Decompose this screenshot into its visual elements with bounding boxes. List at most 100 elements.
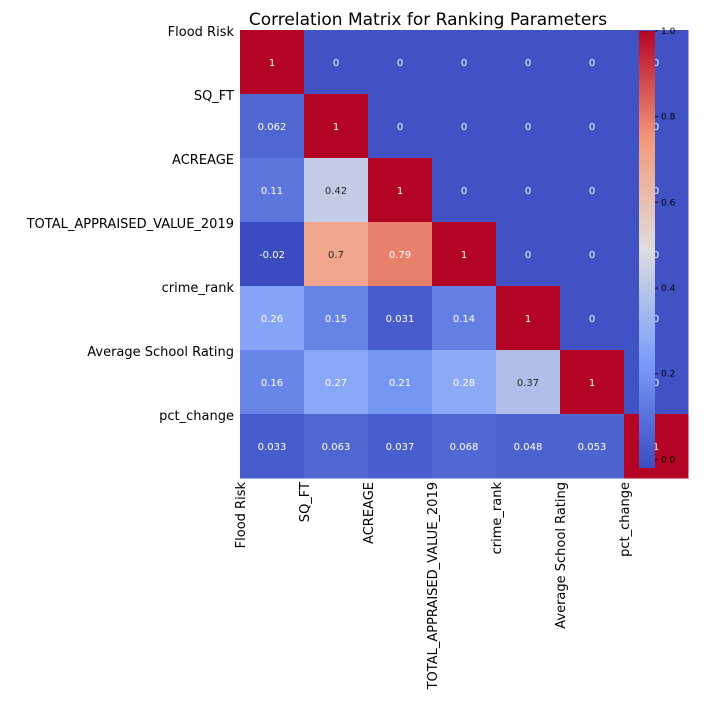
x-tick-label: pct_change <box>618 482 633 557</box>
heatmap-cell <box>368 286 433 351</box>
cell-value-label: 0.14 <box>453 314 475 325</box>
heatmap-cell <box>432 222 497 287</box>
heatmap-cell <box>368 350 433 415</box>
cell-value-label: 0 <box>589 122 595 133</box>
cell-value-label: 0 <box>589 250 595 261</box>
heatmap-cell <box>240 30 305 95</box>
heatmap-cell <box>304 94 369 159</box>
x-tick-labels: Flood Risk SQ_FT ACREAGE TOTAL_APPRAISED_VA… <box>234 482 633 691</box>
heatmap-cell <box>496 286 561 351</box>
cell-value-label: 0 <box>525 250 531 261</box>
heatmap-cell <box>240 350 305 415</box>
heatmap-cell <box>624 94 689 159</box>
heatmap-cell <box>560 414 625 479</box>
cell-value-label: 0.42 <box>325 186 347 197</box>
heatmap-cell <box>496 30 561 95</box>
y-tick-label: ACREAGE <box>172 153 234 168</box>
colorbar-tick-label: 0.6 <box>661 198 676 208</box>
colorbar-tick-label: 0.4 <box>661 284 676 294</box>
cell-value-label: 0 <box>333 58 339 69</box>
cell-value-label: 0.15 <box>325 314 347 325</box>
cell-value-label: 0 <box>589 314 595 325</box>
heatmap-cell <box>496 222 561 287</box>
cell-value-label: 0.28 <box>453 378 475 389</box>
colorbar-tick-label: 0.0 <box>661 455 676 465</box>
colorbar-tick-label: 0.8 <box>661 113 676 123</box>
cell-value-label: 0 <box>653 250 659 261</box>
heatmap-cell <box>304 158 369 223</box>
cell-value-label: 0 <box>461 58 467 69</box>
cell-value-label: 0.048 <box>514 442 543 453</box>
cell-value-label: 0 <box>525 122 531 133</box>
heatmap-cell <box>624 350 689 415</box>
cell-value-label: 0.11 <box>261 186 283 197</box>
heatmap-cell <box>560 286 625 351</box>
heatmap-cell <box>368 222 433 287</box>
cell-value-label: 0.27 <box>325 378 347 389</box>
heatmap-cell <box>304 350 369 415</box>
cell-value-label: 0 <box>397 58 403 69</box>
y-tick-label: pct_change <box>159 409 234 424</box>
cell-value-label: 0 <box>525 58 531 69</box>
cell-value-label: 0 <box>653 378 659 389</box>
heatmap-cell <box>496 158 561 223</box>
cell-value-label: 1 <box>653 442 659 453</box>
heatmap-cell <box>304 30 369 95</box>
cell-value-label: 0.37 <box>517 378 539 389</box>
cell-value-label: -0.02 <box>259 250 285 261</box>
y-tick-labels: Flood Risk SQ_FT ACREAGE TOTAL_APPRAISED_VA… <box>26 25 235 424</box>
cell-value-label: 0 <box>589 186 595 197</box>
cell-value-label: 0.21 <box>389 378 411 389</box>
colorbar-tick-label: 0.2 <box>661 370 675 380</box>
heatmap-cell <box>304 414 369 479</box>
cell-value-label: 0.062 <box>258 122 287 133</box>
heatmap-cell <box>496 94 561 159</box>
cell-value-label: 1 <box>397 186 403 197</box>
y-tick-label: crime_rank <box>162 281 235 296</box>
heatmap-cell <box>624 286 689 351</box>
cell-value-label: 0.79 <box>389 250 411 261</box>
cell-value-label: 0.037 <box>386 442 415 453</box>
heatmap-cell <box>240 222 305 287</box>
heatmap-cell <box>560 158 625 223</box>
cell-value-label: 1 <box>589 378 595 389</box>
heatmap-cell <box>368 158 433 223</box>
x-tick-label: SQ_FT <box>298 482 313 522</box>
cell-value-label: 0 <box>653 58 659 69</box>
cell-value-label: 0 <box>653 314 659 325</box>
colorbar: 0.0 0.2 0.4 0.6 0.8 1.0 <box>639 27 676 468</box>
cell-value-label: 1 <box>525 314 531 325</box>
cell-value-label: 0.16 <box>261 378 283 389</box>
heatmap-cell <box>624 414 689 479</box>
x-tick-label: Flood Risk <box>234 482 249 549</box>
cell-value-label: 0 <box>461 186 467 197</box>
heatmap-cell <box>240 94 305 159</box>
cell-value-label: 0.7 <box>328 250 344 261</box>
cell-value-label: 0 <box>525 186 531 197</box>
colorbar-tick-label: 1.0 <box>661 27 676 37</box>
heatmap-cell <box>560 94 625 159</box>
x-tick-label: ACREAGE <box>362 482 377 544</box>
cell-value-label: 1 <box>269 58 275 69</box>
heatmap-cells: 1 0 0 0 0 0 0 0.062 1 0 0 0 0 0 0.11 0.42 1 0 0 0 0 -0.02 0.7 0… <box>240 30 689 479</box>
heatmap-cell <box>240 286 305 351</box>
heatmap-cell <box>624 158 689 223</box>
cell-value-label: 0.033 <box>258 442 287 453</box>
y-tick-label: Average School Rating <box>87 345 234 360</box>
cell-value-label: 0 <box>653 186 659 197</box>
heatmap-cell <box>432 414 497 479</box>
cell-value-label: 0.063 <box>322 442 351 453</box>
colorbar-gradient <box>639 31 655 468</box>
y-tick-label: SQ_FT <box>194 89 234 104</box>
cell-value-label: 0.26 <box>261 314 283 325</box>
cell-value-label: 0.053 <box>578 442 607 453</box>
heatmap-cell <box>432 286 497 351</box>
cell-value-label: 0.068 <box>450 442 479 453</box>
heatmap-cell <box>304 222 369 287</box>
cell-value-label: 1 <box>333 122 339 133</box>
heatmap-cell <box>496 414 561 479</box>
x-tick-label: Average School Rating <box>554 482 569 629</box>
heatmap-cell <box>496 350 561 415</box>
x-tick-label: crime_rank <box>490 482 505 555</box>
y-tick-label: TOTAL_APPRAISED_VALUE_2019 <box>26 217 234 232</box>
